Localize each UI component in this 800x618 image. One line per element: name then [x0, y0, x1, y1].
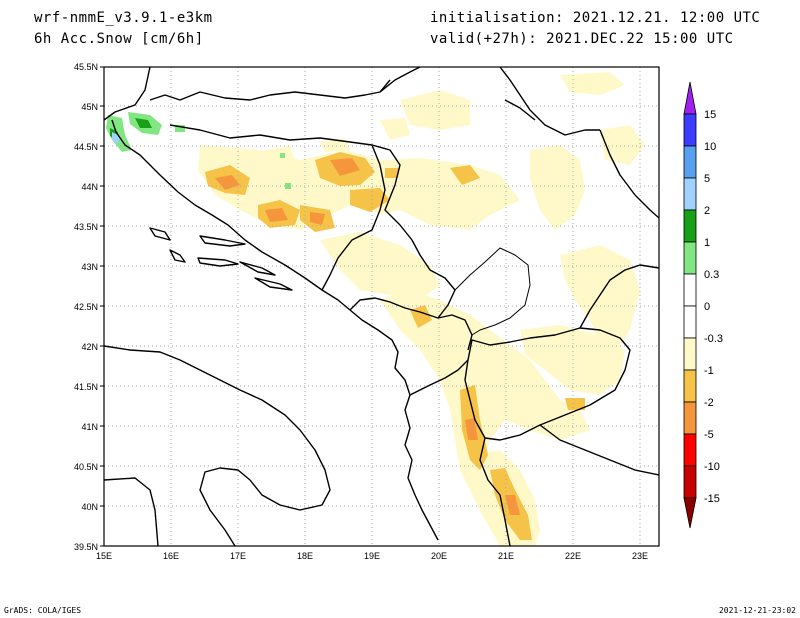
colorbar-swatch — [683, 433, 697, 467]
model-title: wrf-nmmE_v3.9.1-e3km — [34, 10, 213, 26]
lat-label: 42.5N — [74, 302, 98, 312]
lat-labels: 45.5N 45N 44.5N 44N 43.5N 43N 42.5N 42N … — [74, 62, 98, 552]
colorbar — [683, 81, 697, 529]
lon-label: 19E — [364, 551, 380, 561]
lat-label: 39.5N — [74, 542, 98, 552]
colorbar-swatch — [683, 209, 697, 243]
colorbar-swatch — [683, 177, 697, 211]
lat-label: 40N — [81, 502, 98, 512]
lat-label: 40.5N — [74, 462, 98, 472]
lat-label: 43N — [81, 262, 98, 272]
footer-left: GrADS: COLA/IGES — [4, 606, 81, 615]
colorbar-label: -1 — [704, 365, 714, 377]
colorbar-swatch — [683, 145, 697, 179]
lon-label: 18E — [297, 551, 313, 561]
colorbar-label: 1 — [704, 237, 710, 249]
colorbar-swatch — [683, 369, 697, 403]
colorbar-swatch — [683, 113, 697, 147]
colorbar-label: 0 — [704, 301, 710, 313]
lat-label: 41N — [81, 422, 98, 432]
colorbar-label: -5 — [704, 429, 714, 441]
colorbar-swatch — [683, 401, 697, 435]
lat-label: 44.5N — [74, 142, 98, 152]
colorbar-swatch — [683, 305, 697, 339]
coastlines-borders — [104, 67, 659, 546]
grid-lines — [104, 67, 659, 546]
lon-labels: 15E 16E 17E 18E 19E 20E 21E 22E 23E — [96, 551, 648, 561]
colorbar-labels: 15 10 5 2 1 0.3 0 -0.3 -1 -2 -5 -10 -15 — [704, 109, 723, 505]
init-time: initialisation: 2021.12.21. 12:00 UTC — [430, 10, 760, 26]
lon-label: 16E — [163, 551, 179, 561]
lat-label: 42N — [81, 342, 98, 352]
colorbar-label: -2 — [704, 397, 714, 409]
footer-right: 2021-12-21-23:02 — [719, 606, 796, 615]
valid-time: valid(+27h): 2021.DEC.22 15:00 UTC — [430, 31, 734, 47]
lat-label: 41.5N — [74, 382, 98, 392]
lon-label: 21E — [498, 551, 514, 561]
colorbar-bottom-triangle — [683, 497, 697, 529]
colorbar-label: 10 — [704, 141, 716, 153]
colorbar-label: 2 — [704, 205, 710, 217]
lat-label: 45N — [81, 102, 98, 112]
colorbar-swatch — [683, 241, 697, 275]
colorbar-label: -10 — [704, 461, 720, 473]
colorbar-label: -0.3 — [704, 333, 723, 345]
colorbar-label: -15 — [704, 493, 720, 505]
colorbar-label: 15 — [704, 109, 716, 121]
colorbar-swatch — [683, 273, 697, 307]
colorbar-label: 5 — [704, 173, 710, 185]
lon-label: 22E — [565, 551, 581, 561]
colorbar-swatch — [683, 337, 697, 371]
lat-label: 44N — [81, 182, 98, 192]
colorbar-top-triangle — [683, 81, 697, 115]
colorbar-swatch — [683, 465, 697, 499]
lon-label: 17E — [230, 551, 246, 561]
lon-label: 20E — [431, 551, 447, 561]
field-title: 6h Acc.Snow [cm/6h] — [34, 31, 204, 47]
lon-label: 15E — [96, 551, 112, 561]
lat-label: 45.5N — [74, 62, 98, 72]
plot-area — [100, 66, 660, 547]
snow-field — [106, 72, 645, 546]
lat-label: 43.5N — [74, 222, 98, 232]
colorbar-label: 0.3 — [704, 269, 719, 281]
lon-label: 23E — [632, 551, 648, 561]
